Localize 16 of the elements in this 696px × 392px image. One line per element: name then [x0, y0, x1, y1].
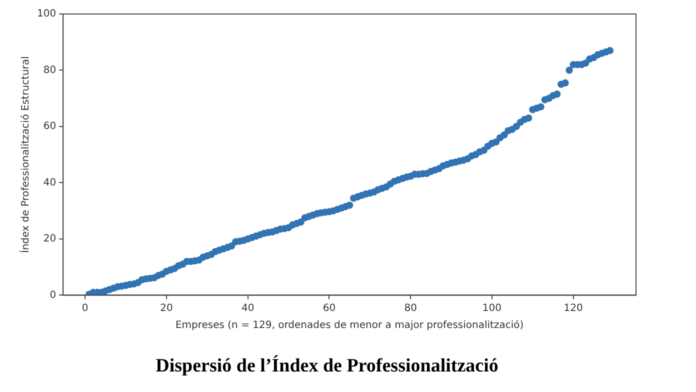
- x-tick-label: 60: [322, 302, 336, 314]
- y-tick-label: 100: [36, 8, 56, 20]
- y-tick-label: 60: [43, 121, 56, 132]
- x-tick-label: 100: [482, 302, 502, 314]
- y-tick-label: 40: [43, 177, 56, 188]
- text: Dispersió de l’Índex de Professionalització: [156, 354, 498, 377]
- y-tick-label: 0: [50, 290, 56, 301]
- x-tick-label: 40: [241, 302, 254, 314]
- y-axis-title: Índex de Professionalització Estructural: [18, 56, 32, 254]
- x-tick-label: 120: [564, 302, 583, 314]
- x-tick-label: 20: [160, 302, 173, 314]
- x-axis-title: Empreses (n = 129, ordenades de menor a major professionalització): [175, 320, 524, 331]
- x-tick-label: 0: [82, 302, 88, 314]
- x-tick-label: 80: [404, 302, 417, 314]
- y-tick-label: 80: [43, 64, 56, 76]
- y-tick-label: 20: [43, 234, 56, 245]
